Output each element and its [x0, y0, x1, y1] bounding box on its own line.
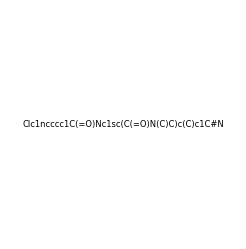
Text: Clc1ncccc1C(=O)Nc1sc(C(=O)N(C)C)c(C)c1C#N: Clc1ncccc1C(=O)Nc1sc(C(=O)N(C)C)c(C)c1C#…: [22, 120, 224, 129]
